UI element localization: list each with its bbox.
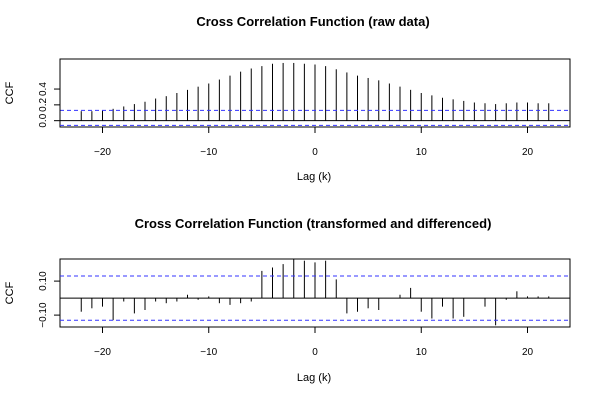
ccf-transformed-panel: Cross Correlation Function (transformed … [4, 216, 571, 384]
x-tick-label: 0 [312, 147, 318, 158]
x-tick-label: 10 [416, 347, 428, 358]
ccf-bars [60, 62, 570, 122]
x-tick-label: −20 [94, 147, 111, 158]
x-tick-label: 20 [522, 147, 534, 158]
chart-title: Cross Correlation Function (transformed … [135, 216, 492, 231]
x-tick-label: −20 [94, 347, 111, 358]
y-axis: −0.10 0.10 [38, 271, 61, 328]
x-tick-label: 20 [522, 347, 534, 358]
confidence-band [60, 275, 570, 321]
y-axis-label: CCF [4, 281, 16, 304]
y-tick-label: 0.2 [38, 97, 49, 111]
confidence-band [60, 109, 570, 126]
x-axis-label: Lag (k) [297, 372, 331, 384]
x-axis: −20 −10 0 10 20 [94, 126, 534, 158]
y-axis: 0.0 0.20.4 [38, 82, 61, 128]
x-axis-label: Lag (k) [297, 171, 331, 183]
x-tick-label: 10 [416, 147, 428, 158]
y-tick-label: −0.10 [38, 302, 49, 328]
y-tick-label: 0.4 [38, 82, 49, 96]
y-tick-label: 0.10 [38, 271, 49, 291]
ccf-raw-panel: Cross Correlation Function (raw data) −2… [4, 14, 571, 183]
chart-title: Cross Correlation Function (raw data) [196, 14, 429, 29]
y-tick-label: 0.0 [38, 113, 49, 127]
x-axis: −20 −10 0 10 20 [94, 326, 534, 358]
ccf-bars [60, 259, 570, 326]
y-axis-label: CCF [4, 81, 16, 104]
x-tick-label: −10 [200, 147, 217, 158]
x-tick-label: −10 [200, 347, 217, 358]
x-tick-label: 0 [312, 347, 318, 358]
